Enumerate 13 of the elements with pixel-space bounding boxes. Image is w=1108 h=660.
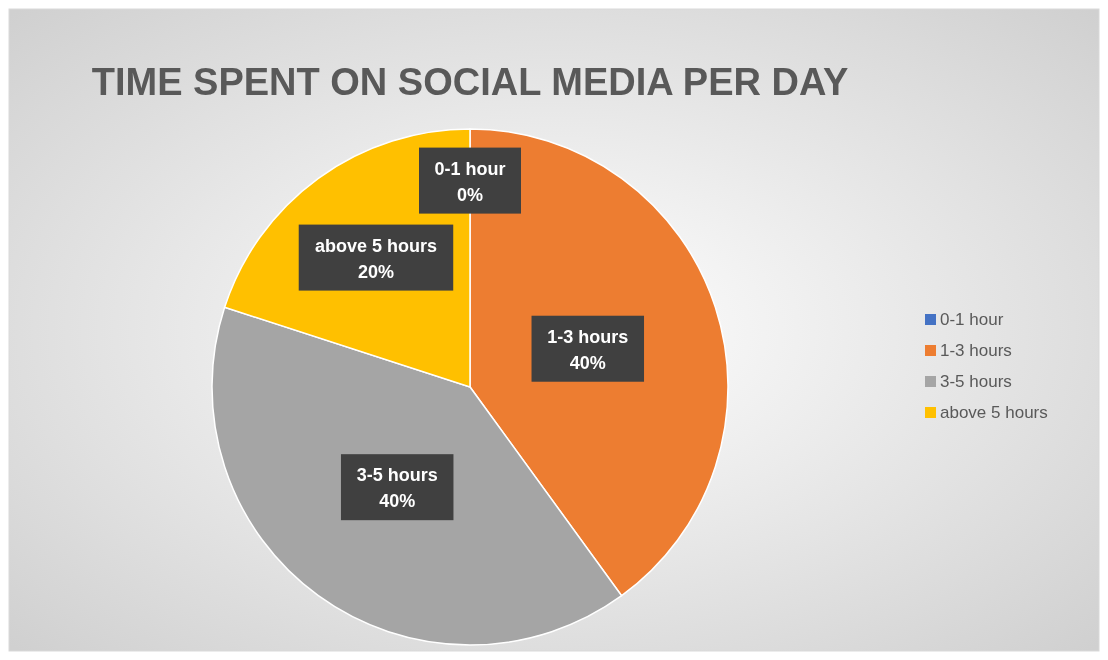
category-label: 3-5 hours xyxy=(940,372,1012,391)
legend-label: 1-3 hours xyxy=(940,341,1012,360)
data-label: 20% xyxy=(357,261,394,282)
slice-label: above 5 hours xyxy=(314,235,437,256)
slice-label: 3-5 hours xyxy=(356,465,438,486)
category-label: 0-1 hour xyxy=(434,158,506,179)
slice-label: 1-3 hours xyxy=(547,326,629,347)
text: 0% xyxy=(456,184,484,205)
legend-label: 0-1 hour xyxy=(940,310,1004,329)
chart-title: TIME SPENT ON SOCIAL MEDIA PER DAY xyxy=(91,61,849,103)
legend-label: above 5 hours xyxy=(940,403,1048,422)
data-label: 40% xyxy=(569,352,606,373)
data-label: 40% xyxy=(379,491,416,512)
